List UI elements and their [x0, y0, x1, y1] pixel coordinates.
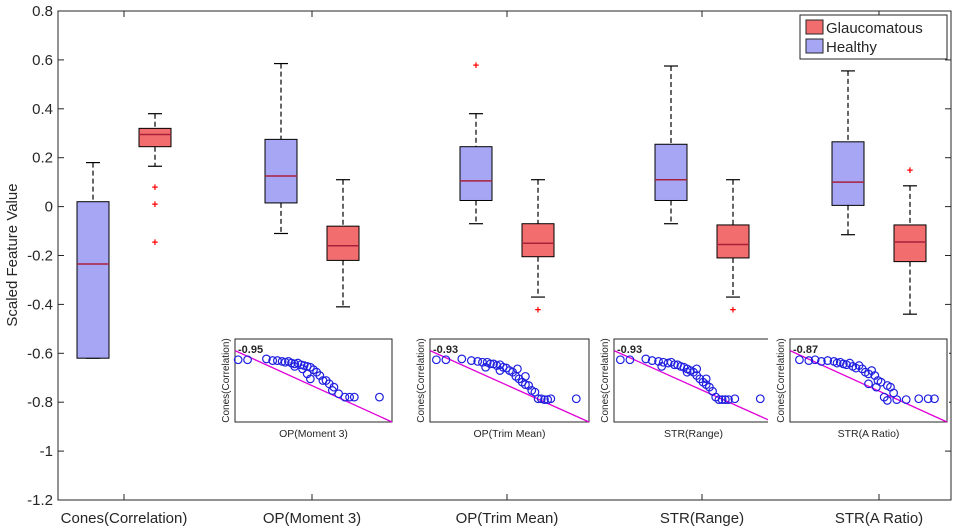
box-healthy-2: +: [460, 60, 492, 224]
scatter-inset-3: -0.87 STR(A Ratio) Cones(Correlation): [768, 337, 949, 442]
box-series: + + + + + + +: [77, 60, 926, 358]
y-tick-label: -0.2: [27, 248, 53, 265]
scatter-inset-1: -0.93 OP(Trim Mean) Cones(Correlation): [408, 337, 591, 442]
box-healthy-0: [77, 163, 109, 359]
inset-x-label: STR(A Ratio): [838, 428, 900, 440]
outlier-marker: +: [473, 60, 479, 72]
box-body: [832, 142, 864, 206]
box-body: [265, 139, 297, 203]
correlation-label: -0.93: [433, 344, 458, 356]
inset-y-label: Cones(Correlation): [600, 338, 611, 422]
legend-swatch-glaucomatous: [806, 20, 823, 34]
y-tick-label: 0.2: [32, 150, 53, 167]
outlier-marker: +: [152, 182, 158, 194]
inset-y-label: Cones(Correlation): [776, 338, 787, 422]
legend-swatch-healthy: [806, 39, 823, 53]
box-glaucomatous-1: [327, 180, 359, 307]
inset-x-label: STR(Range): [664, 428, 723, 440]
y-tick-label: -0.4: [27, 296, 53, 313]
box-healthy-1: [265, 64, 297, 234]
inset-y-label: Cones(Correlation): [416, 338, 427, 422]
x-tick-label: STR(A Ratio): [835, 510, 923, 527]
box-healthy-4: [832, 71, 864, 235]
x-tick-label: Cones(Correlation): [61, 510, 188, 527]
correlation-label: -0.95: [238, 344, 263, 356]
y-tick-label: 0.6: [32, 52, 53, 69]
y-tick-label: -0.6: [27, 345, 53, 362]
box-body: [460, 147, 492, 201]
outlier-marker: +: [730, 304, 736, 316]
box-glaucomatous-2: +: [522, 180, 554, 317]
x-axis-ticks: Cones(Correlation) OP(Moment 3) OP(Trim Me…: [61, 11, 924, 527]
inset-x-label: OP(Moment 3): [279, 428, 348, 440]
legend: Glaucomatous Healthy: [800, 15, 947, 59]
box-glaucomatous-3: +: [717, 180, 749, 317]
box-healthy-3: [655, 66, 687, 224]
correlation-label: -0.87: [793, 344, 818, 356]
legend-label-glaucomatous: Glaucomatous: [826, 20, 923, 37]
boxplot-chart: 0.8 0.6 0.4 0.2 0 -0.2 -0.4 -0.6 -0.8 -1 -1.2 Cone…: [0, 0, 957, 531]
outlier-marker: +: [907, 165, 913, 177]
box-body: [894, 225, 926, 262]
x-tick-label: OP(Trim Mean): [456, 510, 559, 527]
box-body: [655, 144, 687, 200]
box-body: [522, 224, 554, 257]
box-body: [77, 202, 109, 358]
inset-y-label: Cones(Correlation): [221, 338, 232, 422]
box-body: [717, 225, 749, 258]
y-tick-label: 0.4: [32, 101, 53, 118]
y-tick-label: -1.2: [27, 492, 53, 509]
box-glaucomatous-0: + + +: [139, 114, 171, 249]
box-body: [327, 226, 359, 260]
outlier-marker: +: [152, 237, 158, 249]
y-tick-label: -1: [40, 443, 53, 460]
y-tick-label: -0.8: [27, 394, 53, 411]
box-body: [139, 128, 171, 146]
outlier-marker: +: [535, 304, 541, 316]
inset-x-label: OP(Trim Mean): [474, 428, 546, 440]
scatter-inset-0: -0.95 OP(Moment 3) Cones(Correlation): [213, 337, 394, 442]
legend-label-healthy: Healthy: [826, 39, 877, 56]
x-tick-label: STR(Range): [660, 510, 744, 527]
y-axis-label: Scaled Feature Value: [4, 183, 21, 326]
x-tick-label: OP(Moment 3): [263, 510, 361, 527]
y-tick-label: 0.8: [32, 3, 53, 20]
correlation-label: -0.93: [617, 344, 642, 356]
outlier-marker: +: [152, 199, 158, 211]
box-glaucomatous-4: +: [894, 165, 926, 314]
scatter-inset-2: -0.93 STR(Range) Cones(Correlation): [592, 337, 775, 442]
y-tick-label: 0: [45, 199, 53, 216]
